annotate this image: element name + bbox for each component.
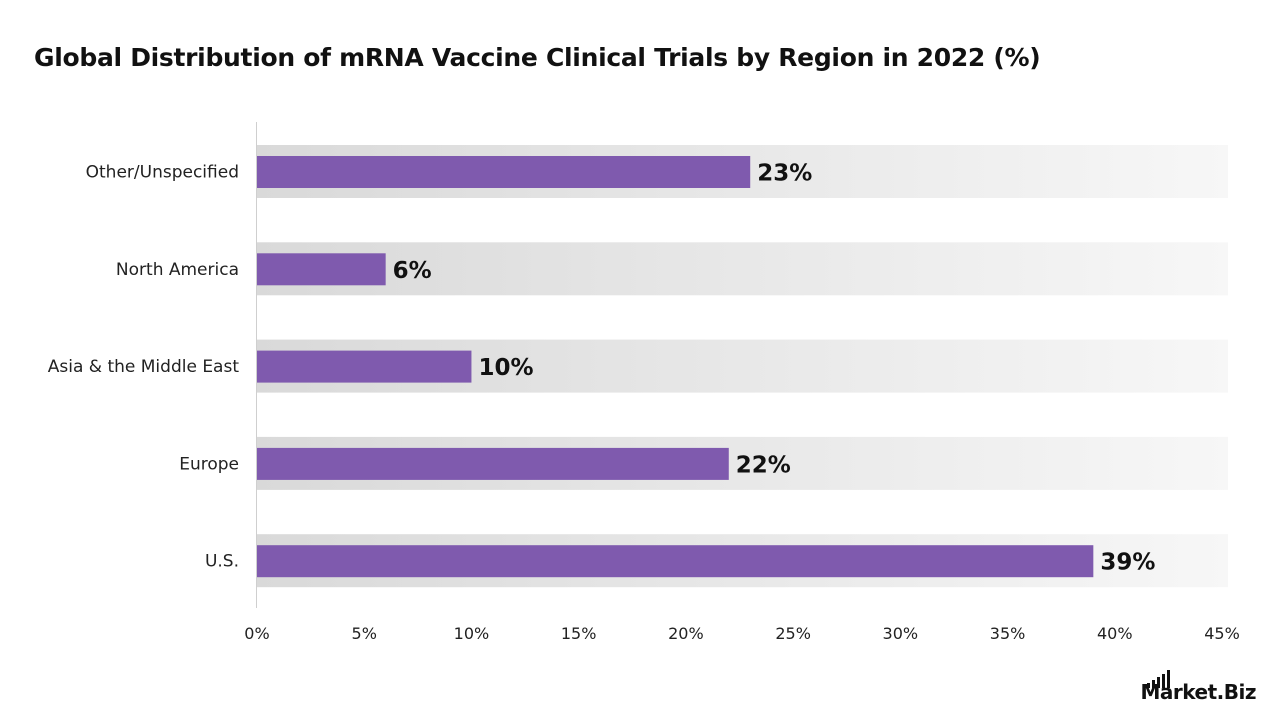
logo-text: Market.Biz bbox=[1140, 680, 1257, 704]
chart-title: Global Distribution of mRNA Vaccine Clin… bbox=[34, 43, 1041, 72]
bar bbox=[257, 156, 751, 188]
value-label: 10% bbox=[478, 355, 533, 381]
x-tick-label: 40% bbox=[1097, 624, 1133, 643]
x-tick-label: 20% bbox=[668, 624, 704, 643]
value-label: 23% bbox=[757, 161, 812, 187]
category-label: Asia & the Middle East bbox=[48, 357, 240, 377]
background-band bbox=[257, 242, 1228, 296]
logo-bar bbox=[1166, 670, 1170, 688]
value-label: 6% bbox=[393, 258, 432, 284]
category-label: Other/Unspecified bbox=[86, 163, 239, 183]
brand-logo: Market.Biz bbox=[1137, 662, 1257, 704]
logo-bar bbox=[1151, 680, 1155, 688]
x-tick-label: 15% bbox=[561, 624, 597, 643]
x-tick-label: 10% bbox=[454, 624, 490, 643]
x-tick-label: 5% bbox=[352, 624, 377, 643]
category-label: U.S. bbox=[205, 552, 239, 572]
value-label: 22% bbox=[736, 452, 791, 478]
logo-bar bbox=[1161, 674, 1165, 688]
x-tick-label: 45% bbox=[1204, 624, 1240, 643]
bar bbox=[257, 350, 472, 383]
logo-bars-icon bbox=[1146, 670, 1170, 688]
logo-bar bbox=[1146, 683, 1150, 688]
bars-group bbox=[257, 156, 1094, 578]
value-labels: 23% 6% 10% 22% 39% bbox=[393, 161, 1156, 576]
x-tick-label: 0% bbox=[244, 624, 269, 643]
category-label: North America bbox=[116, 260, 239, 280]
x-tick-labels: 0% 5% 10% 15% 20% 25% 30% 35% 40% 45% bbox=[244, 624, 1239, 643]
category-labels: Other/Unspecified North America Asia & the… bbox=[48, 163, 240, 572]
logo-bar bbox=[1156, 677, 1160, 688]
category-label: Europe bbox=[179, 454, 239, 474]
bar bbox=[257, 545, 1094, 578]
bar bbox=[257, 253, 386, 286]
value-label: 39% bbox=[1100, 550, 1155, 576]
x-tick-label: 30% bbox=[883, 624, 919, 643]
x-tick-label: 35% bbox=[990, 624, 1026, 643]
bar bbox=[257, 447, 729, 480]
x-tick-label: 25% bbox=[775, 624, 811, 643]
